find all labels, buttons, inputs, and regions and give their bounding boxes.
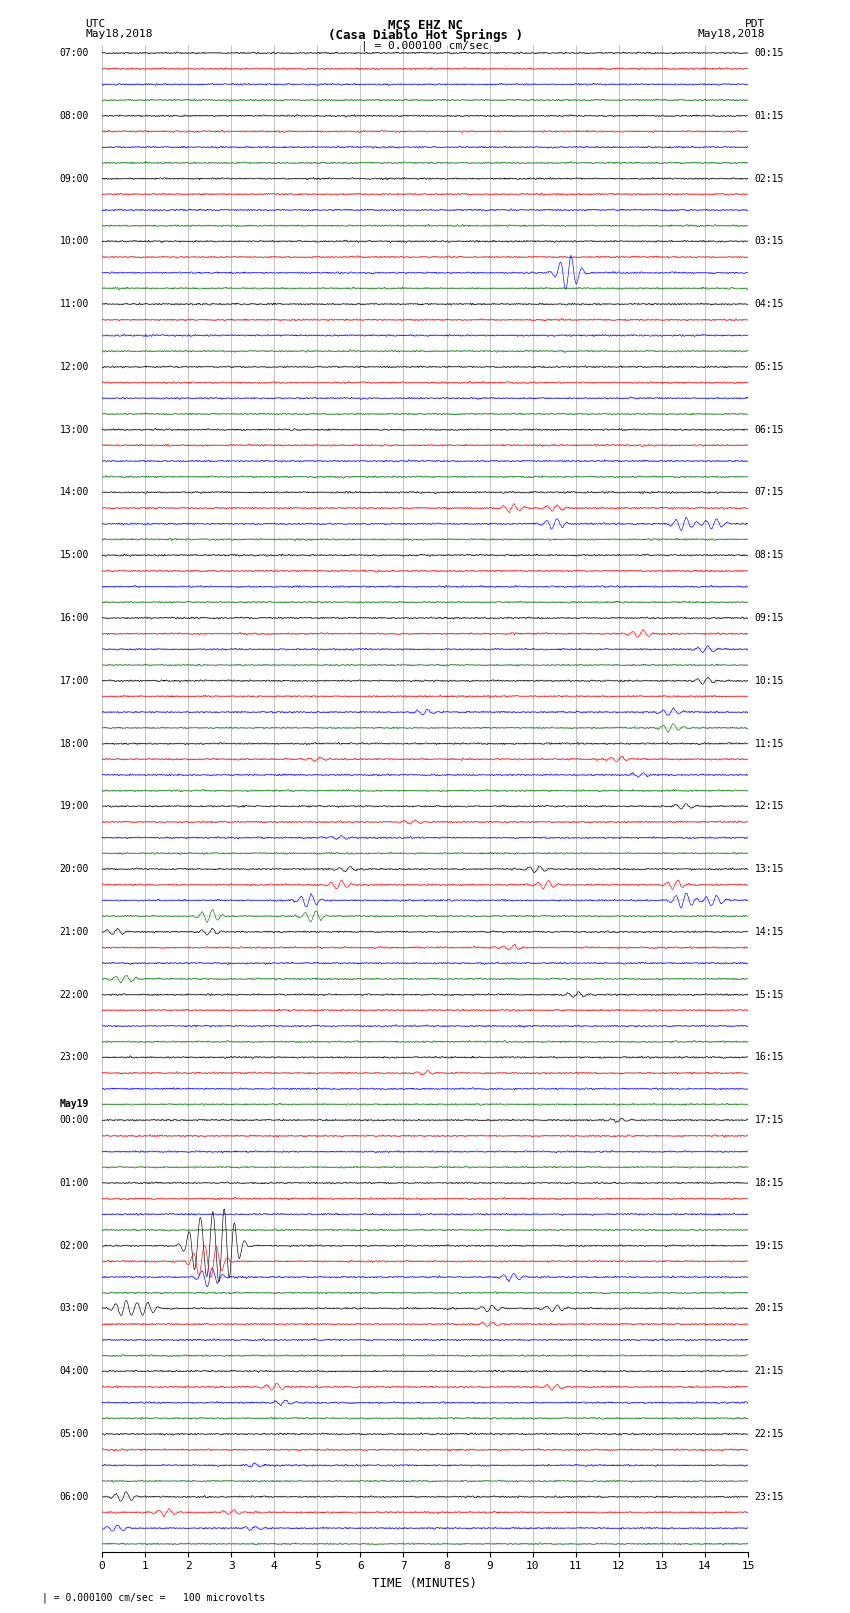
Text: 16:00: 16:00 [60, 613, 89, 623]
Text: 20:15: 20:15 [755, 1303, 784, 1313]
Text: 10:00: 10:00 [60, 237, 89, 247]
Text: May18,2018: May18,2018 [698, 29, 765, 39]
Text: 16:15: 16:15 [755, 1052, 784, 1063]
Text: 18:15: 18:15 [755, 1177, 784, 1187]
Text: 01:15: 01:15 [755, 111, 784, 121]
Text: 13:00: 13:00 [60, 424, 89, 434]
Text: 06:00: 06:00 [60, 1492, 89, 1502]
Text: 13:15: 13:15 [755, 865, 784, 874]
Text: 23:15: 23:15 [755, 1492, 784, 1502]
Text: 04:15: 04:15 [755, 298, 784, 310]
Text: 07:00: 07:00 [60, 48, 89, 58]
Text: | = 0.000100 cm/sec =   100 microvolts: | = 0.000100 cm/sec = 100 microvolts [42, 1592, 266, 1603]
Text: 15:15: 15:15 [755, 990, 784, 1000]
Text: 00:15: 00:15 [755, 48, 784, 58]
Text: 20:00: 20:00 [60, 865, 89, 874]
Text: 04:00: 04:00 [60, 1366, 89, 1376]
Text: 09:15: 09:15 [755, 613, 784, 623]
Text: 02:00: 02:00 [60, 1240, 89, 1250]
Text: | = 0.000100 cm/sec: | = 0.000100 cm/sec [361, 40, 489, 52]
Text: 12:15: 12:15 [755, 802, 784, 811]
Text: 14:15: 14:15 [755, 927, 784, 937]
Text: 06:15: 06:15 [755, 424, 784, 434]
Text: 11:15: 11:15 [755, 739, 784, 748]
Text: 03:15: 03:15 [755, 237, 784, 247]
Text: 17:15: 17:15 [755, 1115, 784, 1126]
Text: May19: May19 [60, 1100, 89, 1110]
Text: 00:00: 00:00 [60, 1115, 89, 1126]
Text: 10:15: 10:15 [755, 676, 784, 686]
Text: 22:15: 22:15 [755, 1429, 784, 1439]
Text: 02:15: 02:15 [755, 174, 784, 184]
Text: 09:00: 09:00 [60, 174, 89, 184]
Text: PDT: PDT [745, 19, 765, 29]
Text: (Casa Diablo Hot Springs ): (Casa Diablo Hot Springs ) [327, 29, 523, 42]
Text: 15:00: 15:00 [60, 550, 89, 560]
Text: 21:15: 21:15 [755, 1366, 784, 1376]
Text: UTC: UTC [85, 19, 105, 29]
Text: 11:00: 11:00 [60, 298, 89, 310]
Text: 23:00: 23:00 [60, 1052, 89, 1063]
Text: 05:00: 05:00 [60, 1429, 89, 1439]
Text: 01:00: 01:00 [60, 1177, 89, 1187]
Text: 03:00: 03:00 [60, 1303, 89, 1313]
Text: 12:00: 12:00 [60, 361, 89, 373]
Text: 19:15: 19:15 [755, 1240, 784, 1250]
Text: 19:00: 19:00 [60, 802, 89, 811]
Text: 21:00: 21:00 [60, 927, 89, 937]
Text: 05:15: 05:15 [755, 361, 784, 373]
Text: 08:00: 08:00 [60, 111, 89, 121]
Text: 14:00: 14:00 [60, 487, 89, 497]
Text: 22:00: 22:00 [60, 990, 89, 1000]
X-axis label: TIME (MINUTES): TIME (MINUTES) [372, 1578, 478, 1590]
Text: 18:00: 18:00 [60, 739, 89, 748]
Text: 17:00: 17:00 [60, 676, 89, 686]
Text: MCS EHZ NC: MCS EHZ NC [388, 19, 462, 32]
Text: May18,2018: May18,2018 [85, 29, 152, 39]
Text: 08:15: 08:15 [755, 550, 784, 560]
Text: 07:15: 07:15 [755, 487, 784, 497]
